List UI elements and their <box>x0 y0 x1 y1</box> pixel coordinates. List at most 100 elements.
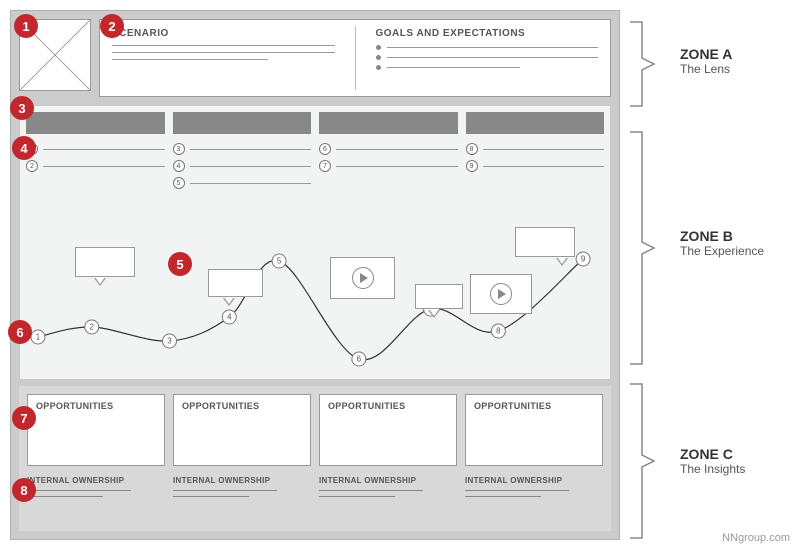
step-number-badge: 3 <box>173 143 185 155</box>
scenario-column: SCENARIO <box>112 28 335 88</box>
zone-label-subtitle: The Experience <box>680 244 764 258</box>
placeholder-line <box>190 149 312 150</box>
annotation-badge-4: 4 <box>12 136 36 160</box>
zone-bracket <box>628 130 668 366</box>
phase-column: 89 <box>466 138 605 194</box>
placeholder-line <box>27 496 103 497</box>
placeholder-line <box>190 166 312 167</box>
video-placeholder <box>330 257 395 299</box>
curve-point-label: 1 <box>36 332 41 341</box>
phase-column: 3 4 5 <box>173 138 312 194</box>
journey-map-frame: SCENARIO GOALS AND EXPECTATIONS 12345678… <box>10 10 620 540</box>
step-row: 6 <box>319 143 458 155</box>
play-icon <box>352 267 374 289</box>
annotation-badge-7: 7 <box>12 406 36 430</box>
annotation-badge-3: 3 <box>10 96 34 120</box>
thought-bubble <box>75 247 135 277</box>
step-row: 8 <box>466 143 605 155</box>
step-row: 3 <box>173 143 312 155</box>
step-row: 5 <box>173 177 312 189</box>
step-row: 9 <box>466 160 605 172</box>
placeholder-line <box>173 496 249 497</box>
emotion-curve-area: 123456789 <box>20 209 610 379</box>
step-number-badge: 5 <box>173 177 185 189</box>
phase-header <box>26 112 165 134</box>
curve-point-label: 5 <box>277 256 282 265</box>
phase-steps-row: 123456789 <box>20 134 610 194</box>
scenario-goals-panel: SCENARIO GOALS AND EXPECTATIONS <box>99 19 611 97</box>
curve-point-label: 3 <box>167 336 172 345</box>
placeholder-line <box>483 166 605 167</box>
opportunities-title: OPPORTUNITIES <box>474 401 594 411</box>
step-number-badge: 8 <box>466 143 478 155</box>
zone-label: ZONE AThe Lens <box>680 46 732 76</box>
placeholder-line <box>112 59 268 60</box>
thought-bubble <box>515 227 575 257</box>
placeholder-line <box>112 45 335 46</box>
phase-header <box>319 112 458 134</box>
ownership-column: INTERNAL OWNERSHIP <box>173 476 311 502</box>
annotation-badge-8: 8 <box>12 478 36 502</box>
thought-bubble <box>208 269 263 297</box>
opportunities-title: OPPORTUNITIES <box>182 401 302 411</box>
phase-headers-row <box>20 106 610 134</box>
curve-point-label: 6 <box>357 354 362 363</box>
placeholder-line <box>465 490 569 491</box>
step-number-badge: 2 <box>26 160 38 172</box>
attribution-text: NNgroup.com <box>722 532 790 544</box>
opportunity-box: OPPORTUNITIES <box>173 394 311 466</box>
placeholder-line <box>27 490 131 491</box>
zone-b-experience: 123456789 123456789 <box>19 105 611 380</box>
internal-ownership-title: INTERNAL OWNERSHIP <box>173 476 311 485</box>
zone-label: ZONE BThe Experience <box>680 228 764 258</box>
placeholder-line <box>465 496 541 497</box>
zone-label-title: ZONE C <box>680 446 745 462</box>
goal-bullet <box>376 45 599 50</box>
zone-c-insights: OPPORTUNITIES OPPORTUNITIES OPPORTUNITIES O… <box>19 386 611 531</box>
vertical-divider <box>355 26 356 90</box>
zone-label-subtitle: The Insights <box>680 462 745 476</box>
opportunity-box: OPPORTUNITIES <box>465 394 603 466</box>
step-number-badge: 6 <box>319 143 331 155</box>
internal-ownership-title: INTERNAL OWNERSHIP <box>465 476 603 485</box>
placeholder-line <box>336 166 458 167</box>
phase-column: 67 <box>319 138 458 194</box>
zone-label-title: ZONE B <box>680 228 764 244</box>
zone-label-subtitle: The Lens <box>680 62 732 76</box>
phase-header <box>173 112 312 134</box>
annotation-badge-6: 6 <box>8 320 32 344</box>
placeholder-line <box>112 52 335 53</box>
placeholder-line <box>336 149 458 150</box>
placeholder-line <box>43 149 165 150</box>
play-icon <box>490 283 512 305</box>
ownership-column: INTERNAL OWNERSHIP <box>465 476 603 502</box>
placeholder-line <box>173 490 277 491</box>
goal-bullet <box>376 65 599 70</box>
step-number-badge: 4 <box>173 160 185 172</box>
curve-point-label: 9 <box>581 254 586 263</box>
zone-bracket <box>628 382 668 540</box>
internal-ownership-title: INTERNAL OWNERSHIP <box>27 476 165 485</box>
ownership-column: INTERNAL OWNERSHIP <box>27 476 165 502</box>
opportunity-box: OPPORTUNITIES <box>319 394 457 466</box>
opportunities-row: OPPORTUNITIES OPPORTUNITIES OPPORTUNITIES O… <box>19 386 611 470</box>
step-row: 7 <box>319 160 458 172</box>
opportunities-title: OPPORTUNITIES <box>36 401 156 411</box>
placeholder-line <box>43 166 165 167</box>
thought-bubble <box>415 284 463 309</box>
step-number-badge: 9 <box>466 160 478 172</box>
curve-point-label: 4 <box>227 312 232 321</box>
curve-point-label: 2 <box>90 322 95 331</box>
step-number-badge: 7 <box>319 160 331 172</box>
step-row: 4 <box>173 160 312 172</box>
internal-ownership-title: INTERNAL OWNERSHIP <box>319 476 457 485</box>
step-row: 1 <box>26 143 165 155</box>
goals-column: GOALS AND EXPECTATIONS <box>376 28 599 88</box>
annotation-badge-1: 1 <box>14 14 38 38</box>
video-placeholder <box>470 274 532 314</box>
curve-point-label: 8 <box>496 326 501 335</box>
ownership-row: INTERNAL OWNERSHIP INTERNAL OWNERSHIP INTE… <box>19 470 611 508</box>
opportunity-box: OPPORTUNITIES <box>27 394 165 466</box>
goal-bullet <box>376 55 599 60</box>
scenario-title: SCENARIO <box>112 28 335 39</box>
